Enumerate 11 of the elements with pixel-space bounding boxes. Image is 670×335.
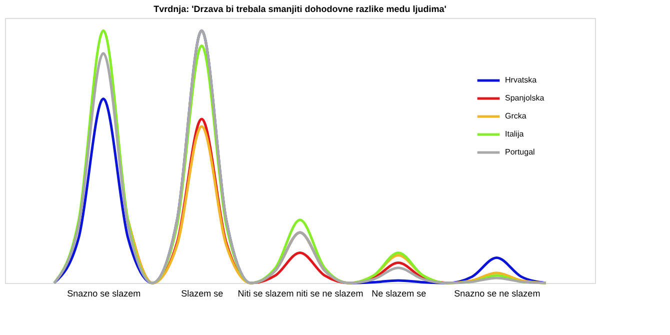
chart-title: Tvrdnja: 'Drzava bi trebala smanjiti dohodovne razlike medu ljudima' — [154, 4, 446, 14]
legend-label: Italija — [505, 130, 524, 138]
legend-label: Spanjolska — [505, 94, 545, 102]
x-tick-label: Snazno se ne slazem — [454, 288, 540, 298]
legend-label: Portugal — [505, 148, 536, 156]
x-tick-label: Ne slazem se — [372, 288, 426, 298]
legend-label: Hrvatska — [505, 76, 538, 84]
x-tick-label: Slazem se — [181, 288, 224, 298]
x-tick-label: Snazno se slazem — [67, 288, 141, 298]
legend-label: Grcka — [505, 112, 527, 120]
x-tick-label: Niti se slazem niti se ne slazem — [238, 288, 364, 298]
